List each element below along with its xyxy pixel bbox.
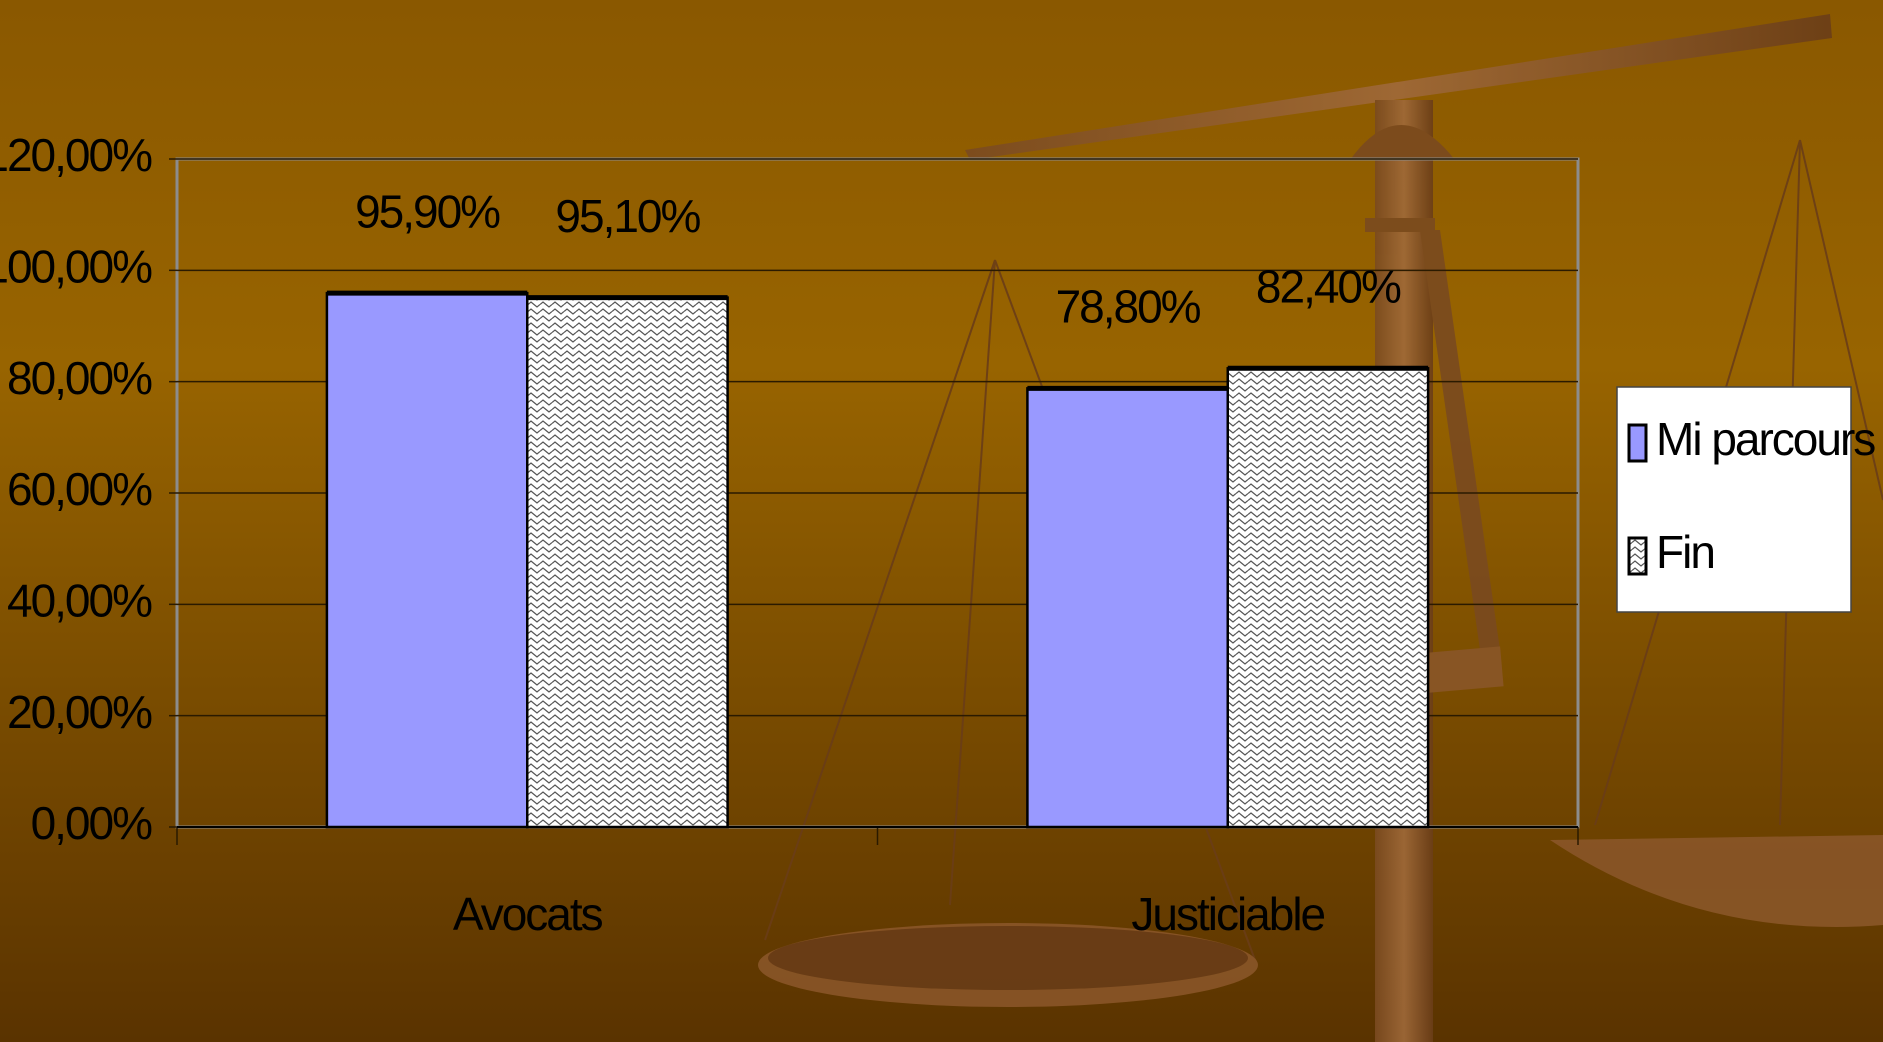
scale-decoration [758, 14, 1883, 1042]
legend-swatch [1627, 423, 1648, 463]
bar [1226, 367, 1430, 829]
data-label: 78,80% [1056, 281, 1201, 333]
y-tick-label: 100,00% [0, 240, 152, 292]
legend-label: Mi parcours [1656, 413, 1875, 465]
y-tick-label: 20,00% [7, 686, 152, 738]
bar [526, 296, 729, 829]
bar [325, 291, 529, 829]
x-tick-label: Justiciable [1131, 888, 1324, 940]
y-tick-label: 40,00% [7, 574, 152, 626]
data-label: 82,40% [1256, 260, 1401, 312]
y-tick-label: 120,00% [0, 129, 152, 181]
bar [1026, 387, 1229, 829]
y-tick-label: 80,00% [7, 352, 152, 404]
legend-label: Fin [1656, 526, 1714, 578]
data-label: 95,90% [355, 185, 500, 237]
data-label: 95,10% [555, 190, 700, 242]
legend-swatch [1627, 536, 1648, 576]
legend: Mi parcours Fin [1616, 386, 1877, 613]
y-tick-label: 0,00% [31, 797, 153, 849]
x-tick-label: Avocats [453, 888, 603, 940]
y-tick-label: 60,00% [7, 463, 152, 515]
legend-box [1616, 386, 1852, 613]
